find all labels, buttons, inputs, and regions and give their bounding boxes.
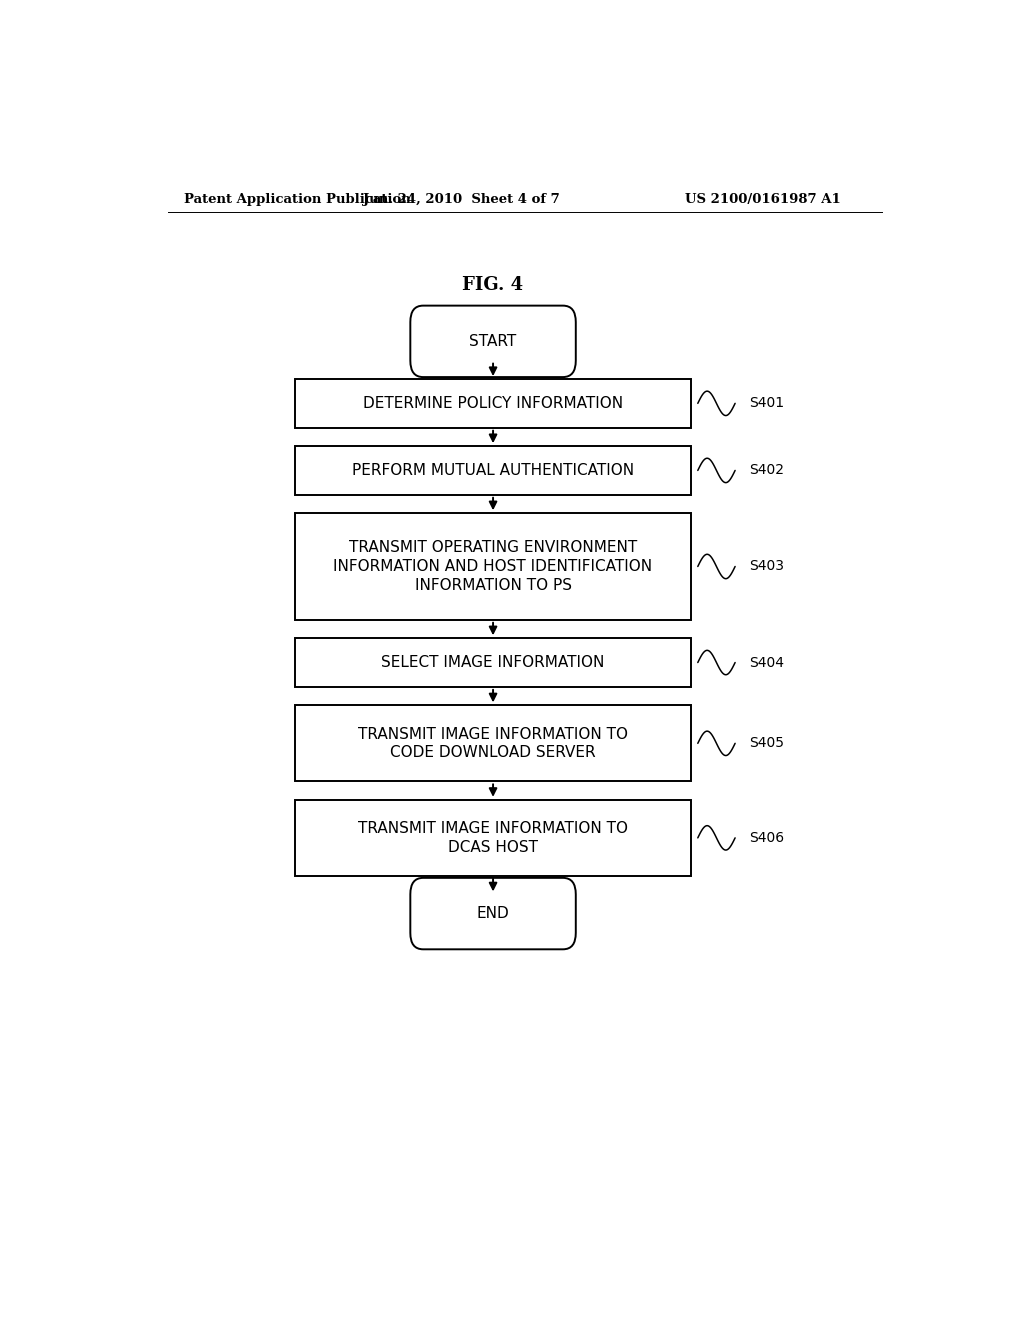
Text: FIG. 4: FIG. 4: [463, 276, 523, 294]
Text: S403: S403: [750, 560, 784, 573]
Bar: [295, 705, 691, 781]
Text: Patent Application Publication: Patent Application Publication: [183, 193, 411, 206]
Text: DETERMINE POLICY INFORMATION: DETERMINE POLICY INFORMATION: [362, 396, 624, 411]
Text: S405: S405: [750, 737, 784, 750]
Text: S401: S401: [750, 396, 784, 411]
Bar: [295, 379, 691, 428]
FancyBboxPatch shape: [411, 306, 575, 378]
Text: Jun. 24, 2010  Sheet 4 of 7: Jun. 24, 2010 Sheet 4 of 7: [362, 193, 560, 206]
Text: SELECT IMAGE INFORMATION: SELECT IMAGE INFORMATION: [381, 655, 605, 671]
Text: US 2100/0161987 A1: US 2100/0161987 A1: [685, 193, 841, 206]
FancyBboxPatch shape: [411, 878, 575, 949]
Text: TRANSMIT OPERATING ENVIRONMENT
INFORMATION AND HOST IDENTIFICATION
INFORMATION T: TRANSMIT OPERATING ENVIRONMENT INFORMATI…: [334, 540, 652, 593]
Text: START: START: [469, 334, 517, 348]
Bar: [295, 638, 691, 686]
Text: TRANSMIT IMAGE INFORMATION TO
CODE DOWNLOAD SERVER: TRANSMIT IMAGE INFORMATION TO CODE DOWNL…: [358, 726, 628, 760]
Text: S406: S406: [750, 830, 784, 845]
Bar: [295, 800, 691, 876]
Bar: [295, 446, 691, 495]
Text: S402: S402: [750, 463, 784, 478]
Text: S404: S404: [750, 656, 784, 669]
Text: PERFORM MUTUAL AUTHENTICATION: PERFORM MUTUAL AUTHENTICATION: [352, 463, 634, 478]
Text: END: END: [477, 906, 509, 921]
Bar: [295, 513, 691, 620]
Text: TRANSMIT IMAGE INFORMATION TO
DCAS HOST: TRANSMIT IMAGE INFORMATION TO DCAS HOST: [358, 821, 628, 854]
